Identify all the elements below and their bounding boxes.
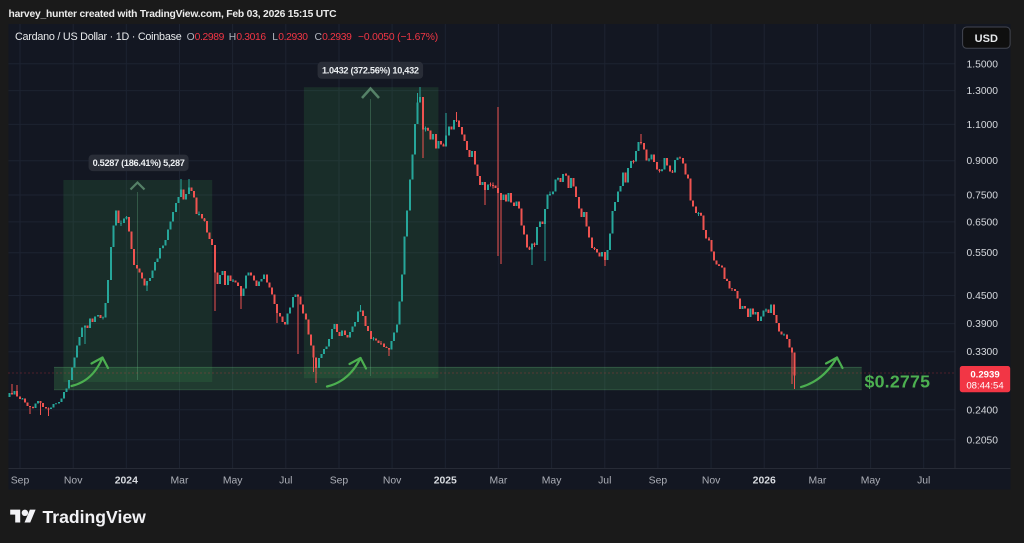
svg-text:0.2400: 0.2400 (967, 405, 999, 416)
svg-text:0.2930: 0.2930 (278, 32, 308, 43)
svg-text:0.4500: 0.4500 (967, 291, 999, 302)
svg-text:May: May (223, 476, 243, 487)
svg-text:L: L (272, 32, 278, 43)
svg-text:2024: 2024 (115, 476, 138, 487)
svg-text:08:44:54: 08:44:54 (966, 381, 1004, 392)
svg-text:harvey_hunter created with Tra: harvey_hunter created with TradingView.c… (9, 9, 338, 20)
svg-text:Cardano / US Dollar · 1D · Coi: Cardano / US Dollar · 1D · Coinbase (15, 31, 182, 43)
svg-text:$0.2775: $0.2775 (865, 372, 931, 392)
svg-text:Mar: Mar (808, 476, 826, 487)
svg-text:Jul: Jul (279, 476, 292, 487)
svg-text:C: C (315, 32, 323, 43)
svg-text:TradingView: TradingView (43, 507, 147, 527)
svg-text:0.2939: 0.2939 (970, 369, 999, 380)
svg-text:0.9000: 0.9000 (967, 156, 999, 167)
svg-text:H: H (229, 32, 236, 43)
svg-text:0.2050: 0.2050 (967, 435, 999, 446)
svg-text:1.0432 (372.56%) 10,432: 1.0432 (372.56%) 10,432 (322, 66, 419, 76)
svg-text:0.2939: 0.2939 (322, 32, 352, 43)
svg-text:Nov: Nov (702, 476, 721, 487)
svg-text:0.5500: 0.5500 (967, 248, 999, 259)
svg-text:1.3000: 1.3000 (967, 86, 999, 97)
svg-text:USD: USD (975, 33, 998, 45)
svg-text:0.3016: 0.3016 (236, 32, 266, 43)
svg-text:Sep: Sep (11, 476, 30, 487)
svg-text:May: May (861, 476, 881, 487)
svg-text:Nov: Nov (64, 476, 83, 487)
svg-text:May: May (542, 476, 562, 487)
svg-text:0.2989: 0.2989 (195, 32, 225, 43)
svg-text:Mar: Mar (171, 476, 189, 487)
svg-text:Mar: Mar (489, 476, 507, 487)
svg-text:Sep: Sep (330, 476, 349, 487)
svg-text:Jul: Jul (598, 476, 611, 487)
svg-text:Jul: Jul (917, 476, 930, 487)
svg-text:0.3300: 0.3300 (967, 347, 999, 358)
svg-text:Nov: Nov (383, 476, 402, 487)
svg-text:0.7500: 0.7500 (967, 191, 999, 202)
svg-text:0.5287 (186.41%) 5,287: 0.5287 (186.41%) 5,287 (93, 158, 185, 168)
svg-text:0.6500: 0.6500 (967, 217, 999, 228)
svg-text:1.5000: 1.5000 (967, 59, 999, 70)
svg-text:2026: 2026 (753, 476, 776, 487)
svg-text:0.3900: 0.3900 (967, 319, 999, 330)
svg-text:O: O (187, 32, 195, 43)
svg-text:1.1000: 1.1000 (967, 120, 999, 131)
svg-text:2025: 2025 (434, 476, 457, 487)
svg-text:Sep: Sep (649, 476, 668, 487)
svg-text:−0.0050 (−1.67%): −0.0050 (−1.67%) (358, 32, 438, 43)
